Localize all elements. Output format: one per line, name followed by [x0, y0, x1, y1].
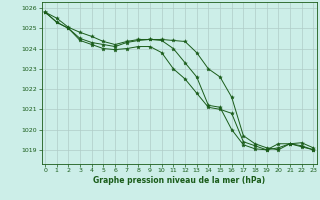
X-axis label: Graphe pression niveau de la mer (hPa): Graphe pression niveau de la mer (hPa) [93, 176, 265, 185]
